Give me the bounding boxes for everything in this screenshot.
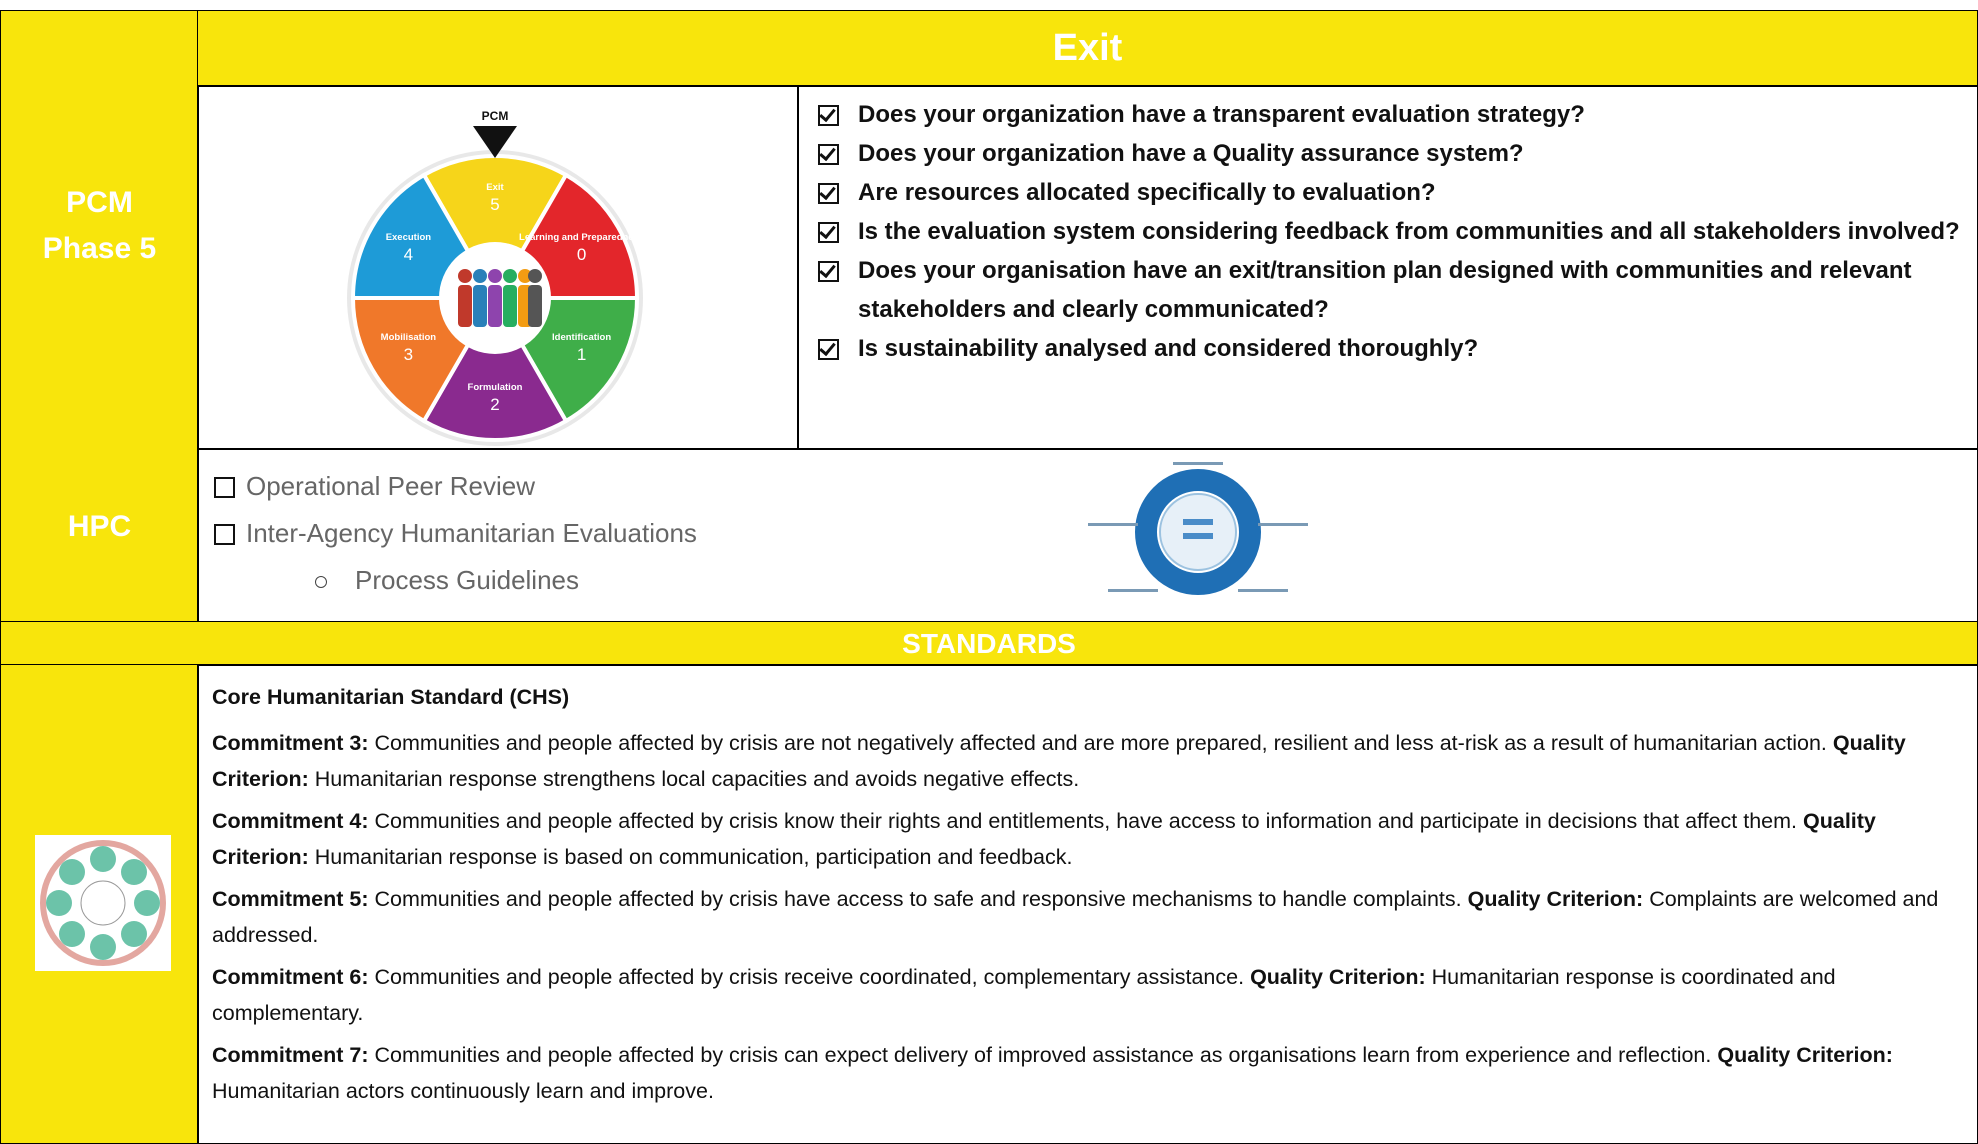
pcm-wheel: Exit 5 Learning and Preparedness 0 Identific… [347, 109, 644, 446]
wheel-cell: Exit 5 Learning and Preparedness 0 Identific… [197, 85, 799, 450]
people-head [458, 269, 472, 283]
hpc-label: HPC [67, 510, 132, 543]
segment-number: 2 [490, 395, 499, 414]
commitment-label: Commitment 7: [212, 1043, 369, 1067]
criterion-label: Quality Criterion: [1467, 887, 1644, 911]
wheel-segment [421, 293, 569, 442]
commitment-text: Communities and people affected by crisi… [374, 731, 1827, 755]
people-head [488, 269, 502, 283]
commitment: Commitment 3: Communities and people aff… [212, 725, 1963, 797]
commitment-label: Commitment 4: [212, 809, 369, 833]
people-body [488, 285, 502, 327]
questions-cell: Does your organization have a transparen… [797, 85, 1978, 450]
standards-heading: Core Humanitarian Standard (CHS) [212, 685, 570, 709]
left-column [0, 10, 199, 622]
segment-name: Exit [486, 182, 504, 193]
commitment-label: Commitment 3: [212, 731, 369, 755]
pcm-pointer-label: PCM [482, 109, 509, 123]
people-head [518, 269, 532, 283]
commitment-text: Communities and people affected by crisi… [374, 965, 1245, 989]
criterion-text: Complaints are welcomed and addressed. [212, 887, 1939, 947]
commitment-text: Communities and people affected by crisi… [374, 887, 1462, 911]
segment-name: Execution [386, 232, 432, 243]
segment-name: Learning and Preparedness [519, 232, 644, 243]
standards-body: Core Humanitarian Standard (CHS) Commitm… [197, 664, 1978, 1144]
question: Does your organisation have an exit/tran… [798, 251, 1977, 329]
people-head [528, 269, 542, 283]
criterion-text: Humanitarian response strengthens local … [314, 767, 1080, 791]
people-head [473, 269, 487, 283]
people-body [503, 285, 517, 327]
hpc-list: Operational Peer Review Inter-Agency Huma… [198, 463, 1977, 604]
commitment-text: Communities and people affected by crisi… [374, 809, 1798, 833]
hpc-item: Inter-Agency Humanitarian Evaluations [198, 510, 1977, 557]
commitment: Commitment 4: Communities and people aff… [212, 803, 1963, 875]
segment-number: 5 [490, 195, 499, 214]
question: Is the evaluation system considering fee… [798, 212, 1977, 251]
segment-name: Identification [552, 332, 611, 343]
commitment-label: Commitment 5: [212, 887, 369, 911]
phase-label-line: Phase 5 [42, 232, 157, 265]
criterion-label: Quality Criterion: [212, 731, 1906, 791]
hpc-item: Operational Peer Review [198, 463, 1977, 510]
question: Are resources allocated specifically to … [798, 173, 1977, 212]
segment-name: Formulation [468, 382, 523, 393]
commitment: Commitment 7: Communities and people aff… [212, 1037, 1963, 1109]
segment-name: Mobilisation [381, 332, 437, 343]
criterion-label: Quality Criterion: [212, 809, 1876, 869]
people-body [473, 285, 487, 327]
criterion-label: Quality Criterion: [1250, 965, 1426, 989]
people-head [503, 269, 517, 283]
question: Does your organization have a transparen… [798, 95, 1977, 134]
commitment: Commitment 6: Communities and people aff… [212, 959, 1963, 1031]
question-list: Does your organization have a transparen… [798, 95, 1977, 368]
commitment-list: Commitment 3: Communities and people aff… [212, 725, 1963, 1109]
standards-left [0, 664, 199, 1144]
phase-label: PCM Phase 5 [0, 180, 199, 272]
segment-number: 4 [404, 245, 413, 264]
commitment-label: Commitment 6: [212, 965, 369, 989]
phase-title: Exit [197, 10, 1978, 87]
commitment: Commitment 5: Communities and people aff… [212, 881, 1963, 953]
segment-number: 3 [404, 345, 413, 364]
standards-title: STANDARDS [0, 621, 1978, 666]
criterion-text: Humanitarian response is based on commun… [314, 845, 1073, 869]
question: Does your organization have a Quality as… [798, 134, 1977, 173]
segment-number: 0 [577, 245, 586, 264]
commitment-text: Communities and people affected by crisi… [374, 1043, 1712, 1067]
hpc-cell: Operational Peer Review Inter-Agency Huma… [197, 448, 1978, 623]
pcm-pointer [473, 126, 517, 158]
question: Is sustainability analysed and considere… [798, 329, 1977, 368]
criterion-label: Quality Criterion: [1717, 1043, 1893, 1067]
criterion-text: Humanitarian response is coordinated and… [212, 965, 1836, 1025]
criterion-text: Humanitarian actors continuously learn a… [212, 1079, 714, 1103]
chs-icon [35, 835, 171, 971]
segment-number: 1 [577, 345, 586, 364]
hpc-cycle-icon [1088, 462, 1308, 595]
people-body [528, 285, 542, 327]
hpc-sub-item: Process Guidelines [198, 557, 1977, 604]
phase-label-line: PCM [66, 186, 133, 219]
people-body [458, 285, 472, 327]
